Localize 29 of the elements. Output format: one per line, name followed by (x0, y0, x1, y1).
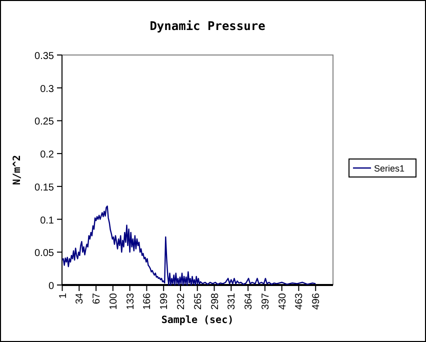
y-tick-label: 0 (48, 281, 54, 292)
x-axis-title: Sample (sec) (161, 315, 234, 326)
x-tick-label: 133 (125, 292, 136, 310)
x-tick-label: 265 (192, 292, 204, 310)
x-tick-label: 1 (58, 292, 69, 299)
y-tick-label: 0.15 (34, 182, 54, 194)
x-tick-label: 199 (159, 292, 170, 310)
x-tick-label: 430 (277, 292, 288, 310)
chart-title: Dynamic Pressure (150, 19, 266, 33)
y-tick-label: 0.1 (40, 215, 54, 226)
x-tick-label: 166 (142, 292, 154, 310)
x-tick-label: 100 (108, 292, 120, 310)
y-tick-label: 0.2 (40, 150, 54, 161)
line-series (62, 206, 316, 286)
y-tick-label: 0.25 (34, 116, 54, 128)
y-tick-label: 0.35 (34, 51, 54, 62)
y-tick-label: 0.05 (34, 248, 54, 260)
x-tick-label: 34 (74, 292, 86, 304)
x-tick-label: 298 (210, 292, 221, 310)
x-tick-label: 232 (176, 292, 187, 310)
x-tick-label: 67 (92, 292, 103, 304)
legend-label: Series1 (374, 164, 405, 174)
x-tick-label: 331 (226, 292, 238, 310)
x-tick-label: 496 (311, 292, 322, 310)
x-tick-label: 397 (260, 292, 272, 310)
x-tick-label: 463 (294, 292, 306, 310)
y-tick-label: 0.3 (40, 84, 54, 95)
x-tick-label: 364 (244, 292, 255, 310)
y-axis-title: N/m^2 (12, 154, 23, 186)
